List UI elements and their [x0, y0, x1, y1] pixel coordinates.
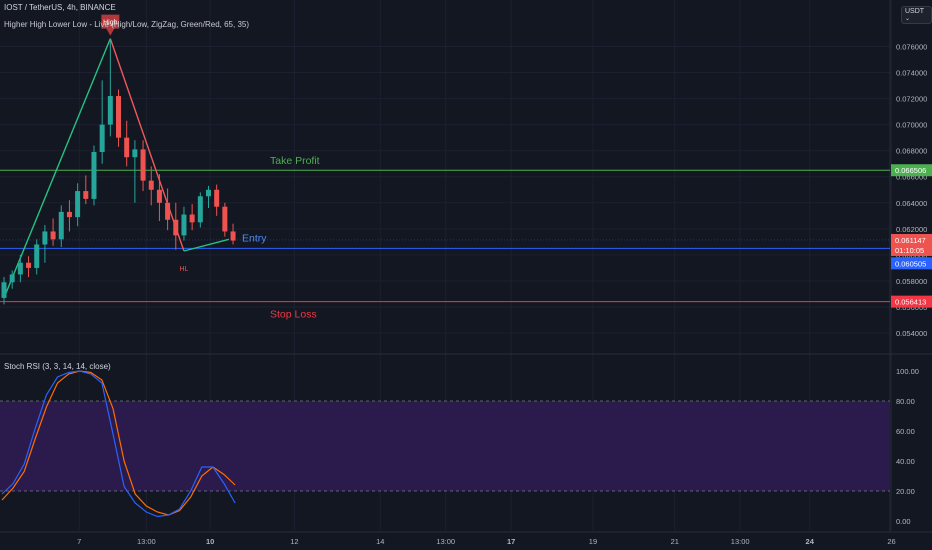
time-tick-label: 24	[806, 537, 815, 546]
price-tick-label: 0.058000	[896, 277, 927, 286]
price-tick-label: 0.066000	[896, 173, 927, 182]
candle-body	[173, 219, 179, 236]
entry-badge-bg	[891, 257, 932, 270]
time-tick-label: 26	[887, 537, 895, 546]
time-tick-label: 19	[589, 537, 597, 546]
candle-body	[214, 189, 220, 207]
high-label: High	[103, 20, 118, 27]
candle-body	[124, 137, 130, 158]
stop-loss-badge: 0.056413	[895, 298, 926, 307]
candle-body	[1, 282, 7, 298]
candle-body	[58, 211, 64, 240]
current-price-badge-bg	[891, 233, 932, 256]
rsi-tick-label: 20.00	[896, 487, 915, 496]
rsi-line-d	[1, 370, 236, 516]
price-tick-label: 0.062000	[896, 225, 927, 234]
candle-body	[148, 180, 154, 190]
zigzag-segment	[109, 38, 185, 252]
time-tick-label: 13:00	[731, 537, 750, 546]
price-tick-label: 0.072000	[896, 95, 927, 104]
candle-body	[9, 274, 15, 283]
take-profit-label: Take Profit	[270, 155, 320, 167]
candle-body	[197, 196, 203, 223]
rsi-tick-label: 100.00	[896, 367, 919, 376]
candle-body	[91, 151, 97, 199]
symbol-title[interactable]: IOST / TetherUS, 4h, BINANCE	[4, 3, 116, 12]
candle-body	[34, 244, 40, 268]
time-tick-label: 12	[290, 537, 298, 546]
rsi-tick-label: 80.00	[896, 397, 915, 406]
candle-body	[83, 191, 89, 199]
time-tick-label: 10	[206, 537, 214, 546]
price-tick-label: 0.068000	[896, 147, 927, 156]
time-tick-label: 7	[77, 537, 81, 546]
candle-body	[17, 262, 23, 275]
candle-body	[156, 189, 162, 203]
price-tick-label: 0.076000	[896, 42, 927, 51]
time-tick-label: 17	[507, 537, 515, 546]
candle-countdown-label: 01:10:05	[895, 246, 924, 255]
hl-label: HL	[179, 266, 188, 273]
candle-body	[206, 189, 211, 197]
candle-body	[42, 231, 48, 245]
rsi-band	[0, 401, 890, 491]
stop-loss-label: Stop Loss	[270, 309, 317, 321]
time-tick-label: 13:00	[436, 537, 455, 546]
price-tick-label: 0.054000	[896, 329, 927, 338]
rsi-tick-label: 40.00	[896, 457, 915, 466]
price-tick-label: 0.064000	[896, 199, 927, 208]
zigzag-segment	[183, 238, 230, 252]
rsi-line-k	[1, 370, 236, 518]
candle-body	[230, 231, 236, 241]
candle-body	[132, 149, 138, 158]
time-tick-label: 21	[671, 537, 679, 546]
time-tick-label: 14	[376, 537, 384, 546]
price-tick-label: 0.074000	[896, 69, 927, 78]
candle-body	[99, 124, 105, 152]
currency-selector[interactable]: USDT ⌄	[901, 6, 932, 24]
candle-body	[181, 214, 187, 236]
candle-body	[75, 191, 81, 218]
entry-label: Entry	[242, 232, 267, 244]
candle-body	[116, 95, 122, 138]
rsi-tick-label: 0.00	[896, 517, 911, 526]
candle-body	[189, 214, 195, 223]
time-tick-label: 13:00	[137, 537, 156, 546]
stop-loss-badge-bg	[891, 295, 932, 308]
current-price-label: 0.061147	[895, 236, 926, 245]
candle-body	[66, 211, 72, 218]
candle-body	[222, 206, 228, 232]
high-marker	[101, 14, 120, 36]
chevron-down-icon: ⌄	[905, 16, 911, 22]
candle-body	[107, 95, 113, 125]
candle-body	[165, 202, 171, 220]
entry-badge: 0.060505	[895, 259, 926, 268]
take-profit-badge: 0.066506	[895, 166, 926, 175]
candle-body	[140, 149, 146, 181]
rsi-tick-label: 60.00	[896, 427, 915, 436]
price-tick-label: 0.070000	[896, 121, 927, 130]
currency-label: USDT	[905, 8, 925, 15]
candle-body	[26, 262, 32, 268]
candle-body	[50, 231, 56, 240]
stoch-rsi-title[interactable]: Stoch RSI (3, 3, 14, 14, close)	[4, 362, 111, 371]
zigzag-segment	[3, 38, 111, 299]
take-profit-badge-bg	[891, 164, 932, 177]
indicator-title[interactable]: Higher High Lower Low - Live (High/Low, …	[4, 20, 250, 29]
